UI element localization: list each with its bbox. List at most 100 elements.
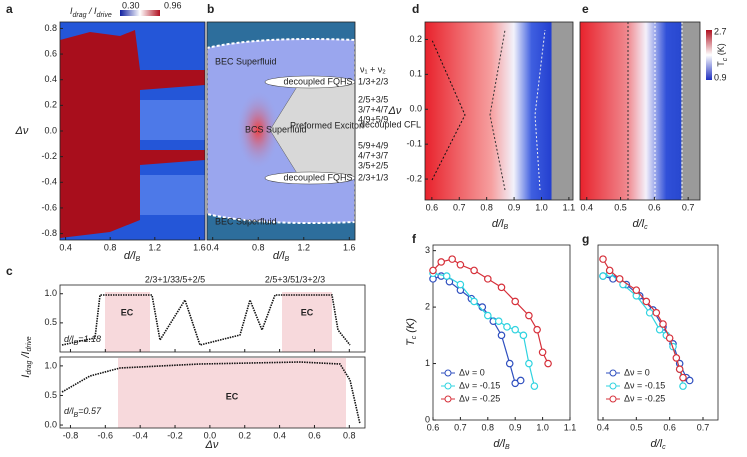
data-point xyxy=(599,255,607,263)
y-axis-label-part: Δν xyxy=(388,105,402,117)
filling-label: 5/9+4/9 xyxy=(358,140,388,150)
colorbar-label: Tc (K) xyxy=(716,43,729,67)
region-label: decoupled FQHS xyxy=(283,172,352,182)
data-point xyxy=(525,311,533,320)
data-point xyxy=(456,260,465,269)
x-axis-label-part: B xyxy=(284,256,289,263)
data-point xyxy=(497,283,506,292)
data-point xyxy=(525,359,533,368)
colorbar-label: Idrag / Idrive xyxy=(70,6,112,19)
x-axis-label: d/lB xyxy=(273,250,290,263)
filling-label: 2/5+3/5 xyxy=(265,274,295,284)
y-tick-label: -0.2 xyxy=(406,173,422,183)
colorbar-label-part: c xyxy=(722,57,729,61)
x-tick-label: 1.6 xyxy=(343,242,356,252)
colorbar-tick: 0.9 xyxy=(714,72,727,82)
panel-letter: c xyxy=(6,264,13,278)
region-label: BEC Superfluid xyxy=(215,56,277,66)
x-axis-label-part: B xyxy=(505,444,510,451)
x-tick-label: 0.7 xyxy=(454,422,467,432)
filling-label: 3/5+2/5 xyxy=(175,274,205,284)
x-tick-label: 0.8 xyxy=(343,430,356,440)
plot-frame xyxy=(206,21,356,241)
data-point xyxy=(655,325,664,334)
x-axis-label: d/lB xyxy=(492,218,509,231)
legend-marker xyxy=(444,395,452,403)
x-tick-label: 0.8 xyxy=(480,202,493,212)
y-axis-label: Δν xyxy=(15,125,29,137)
data-point xyxy=(533,325,541,334)
colorbar-tick: 0.30 xyxy=(122,0,140,10)
legend-label: Δν = -0.15 xyxy=(624,380,665,390)
x-tick-label: 0.4 xyxy=(273,430,286,440)
y-axis-label-part: (K) xyxy=(405,318,417,336)
data-point xyxy=(665,334,674,342)
y-axis-label-part: c xyxy=(411,335,418,339)
x-axis-label: d/lB xyxy=(124,250,141,263)
filling-label: 1/3+2/3 xyxy=(295,274,325,284)
data-point xyxy=(448,255,456,263)
data-point xyxy=(679,373,687,382)
x-axis-label: d/lB xyxy=(493,438,510,451)
filling-label: 2/3+1/3 xyxy=(145,274,175,284)
x-axis-label-part: Δν xyxy=(205,439,219,451)
legend-label: Δν = 0 xyxy=(459,367,485,377)
x-tick-label: 0.7 xyxy=(682,202,695,212)
data-point xyxy=(632,286,641,294)
y-axis-label-part: drag xyxy=(26,361,33,375)
colorbar-label-part: / I xyxy=(87,6,98,16)
y-tick-label: -0.4 xyxy=(41,177,57,187)
panel-letter: b xyxy=(207,2,214,16)
x-tick-label: 0.6 xyxy=(663,422,676,432)
x-axis-label-part: d/l xyxy=(273,250,285,262)
data-point xyxy=(642,297,651,306)
data-point xyxy=(503,323,511,331)
colorbar-label-part: drive xyxy=(97,12,112,19)
data-point xyxy=(659,320,667,328)
y-tick-label: 0.1 xyxy=(409,69,422,79)
ec-label: EC xyxy=(301,307,314,317)
x-tick-label: -0.4 xyxy=(132,430,148,440)
ec-label: EC xyxy=(121,307,134,317)
x-tick-label: 0.5 xyxy=(630,422,643,432)
x-axis-label-part: c xyxy=(644,224,648,231)
data-point xyxy=(599,272,607,280)
fillings-title: ν₁ + ν₂ xyxy=(360,64,386,74)
region-label: Preformed Exciton xyxy=(290,120,364,130)
y-tick-label: -0.8 xyxy=(41,228,57,238)
ratio-label: d/lB=0.57 xyxy=(64,406,102,419)
colorbar-tick: 0.96 xyxy=(164,0,182,10)
panel-a-heatmap xyxy=(60,22,205,240)
y-tick-label: 3 xyxy=(425,245,430,255)
x-axis-label-part: d/l xyxy=(632,218,644,230)
y-tick-label: 0.2 xyxy=(409,34,422,44)
x-axis-label-part: c xyxy=(662,444,666,451)
ratio-label-part: B xyxy=(74,412,79,419)
y-tick-label: 2 xyxy=(425,301,430,311)
data-point xyxy=(511,325,520,334)
x-axis-label-part: d/l xyxy=(124,250,136,262)
y-tick-label: 0.5 xyxy=(44,317,57,327)
legend-marker xyxy=(609,369,617,377)
x-axis-label: d/lc xyxy=(650,438,666,451)
panel-c-traces xyxy=(61,292,361,428)
x-tick-label: 0.5 xyxy=(614,202,627,212)
y-axis-label-part: I xyxy=(20,375,32,378)
plot-frame xyxy=(424,21,574,201)
x-axis-label-part: B xyxy=(135,256,140,263)
x-axis-label: d/lc xyxy=(632,218,648,231)
x-tick-label: -0.6 xyxy=(98,430,114,440)
data-point xyxy=(544,359,552,368)
plot-frame xyxy=(579,21,701,201)
plot-frame xyxy=(59,284,366,353)
ratio-label-part: =0.57 xyxy=(78,406,102,416)
x-tick-label: 1.6 xyxy=(193,242,206,252)
x-tick-label: 0.2 xyxy=(238,430,251,440)
x-axis-label: Δν xyxy=(205,439,219,451)
x-tick-label: 0.6 xyxy=(308,430,321,440)
y-tick-label: -0.2 xyxy=(41,151,57,161)
plot-frame xyxy=(597,244,719,421)
y-axis-label-part: drive xyxy=(26,336,33,351)
data-point xyxy=(679,382,687,390)
